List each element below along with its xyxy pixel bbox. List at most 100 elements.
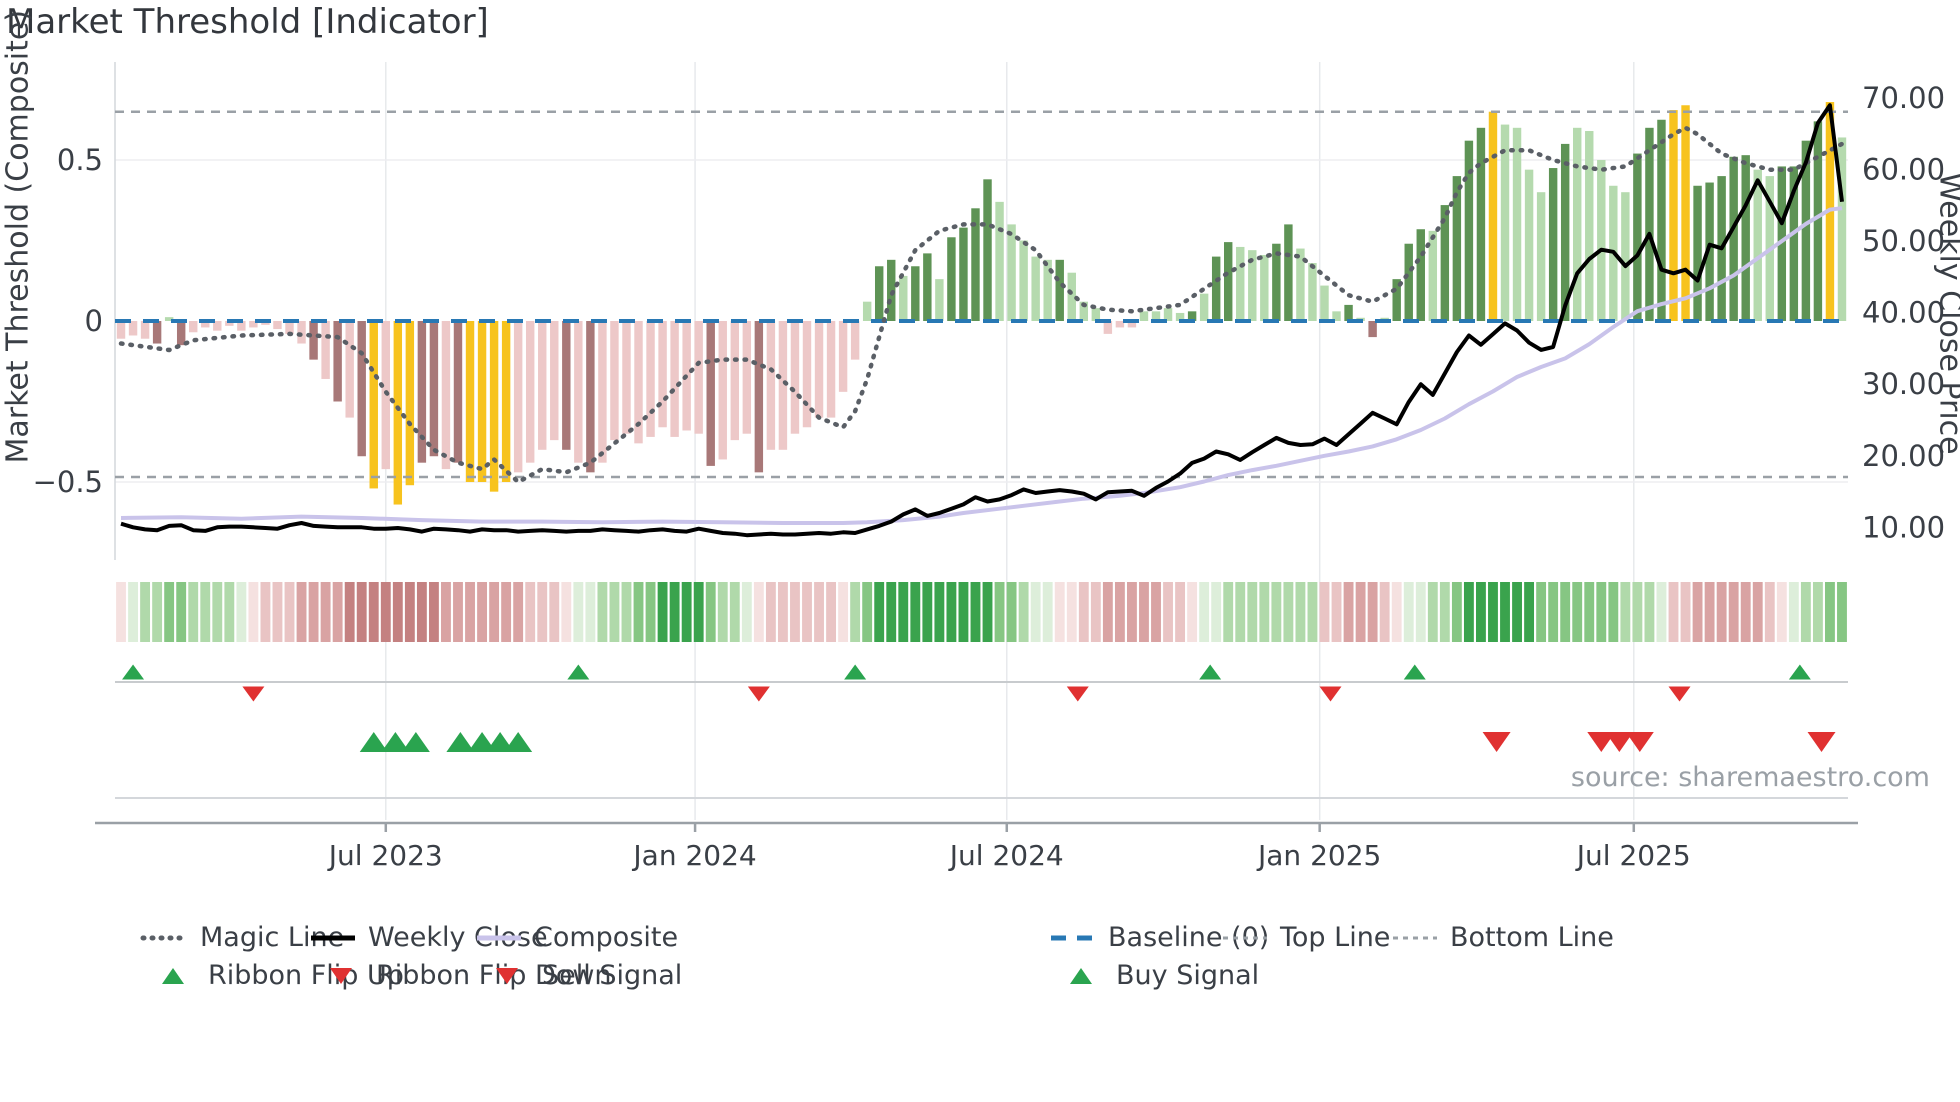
threshold-bar [405,321,415,486]
x-tick-label: Jan 2024 [631,839,756,872]
heatmap-cell [1102,582,1113,642]
weekly-close-line [120,103,1844,538]
dotted-gray-icon [140,935,190,940]
heatmap-cell [416,582,427,642]
threshold-bar [911,266,920,321]
legend-label: Ribbon Flip Up [208,960,404,991]
heatmap-cell [886,582,897,642]
threshold-bar [1729,156,1738,321]
heatmap-cell [1283,582,1294,642]
left-axis-label: Market Threshold (Composite) [0,9,36,464]
heatmap-cell [1319,582,1330,642]
right-tick-label: 70.00 [1862,81,1945,115]
threshold-bar [1560,143,1570,321]
heatmap-cell [633,582,644,642]
heatmap-cell [946,582,957,642]
threshold-bar [164,317,174,321]
threshold-bar [1236,246,1245,321]
threshold-bar [189,321,198,333]
heatmap-cell [705,582,716,642]
threshold-bar [285,321,294,334]
heatmap-cell [188,582,199,642]
composite-line [120,206,1843,525]
heatmap-cell [826,582,837,642]
threshold-bar [1464,140,1474,321]
heatmap-cell [501,582,512,642]
dash-gray-icon [1393,936,1437,939]
ribbon-flip-up-marker [1788,664,1811,680]
heatmap-cell [1163,582,1173,642]
threshold-bar [1789,166,1799,321]
source-note: source: sharemaestro.com [1570,762,1930,793]
legend-label: Top Line [1280,922,1391,953]
x-tick-label: Jan 2025 [1256,839,1381,872]
threshold-bar [1657,119,1666,321]
right-tick-label: 50.00 [1862,224,1945,258]
legend-item-magic-line: Magic Line [140,922,344,953]
heatmap-cell [850,582,861,642]
threshold-bar [1199,293,1209,321]
buy-signal-marker [486,732,515,752]
right-tick-label: 20.00 [1862,439,1945,473]
legend-item-sell-signal: Sell Signal [482,960,682,991]
threshold-bar [1428,230,1438,321]
heatmap-cell [777,582,788,642]
heatmap-cell [1295,582,1306,642]
threshold-bar [1753,169,1762,321]
ribbon-flip-down-marker [1668,686,1691,702]
threshold-bar [1693,185,1702,321]
heatmap-cell [1620,582,1631,642]
threshold-bar [1332,311,1341,321]
threshold-bar [766,321,776,450]
threshold-bar [513,321,523,473]
heatmap-cell [621,582,632,642]
heatmap-cell [753,582,764,642]
threshold-bar [1248,250,1257,321]
heatmap-cell [1066,582,1077,642]
threshold-bar [465,321,475,482]
threshold-bar [935,279,944,321]
solid-lavender-icon [477,935,521,940]
heatmap-cell [1030,582,1041,642]
threshold-bar [1681,105,1690,321]
threshold-bar [1175,312,1185,321]
threshold-bar [1019,240,1028,321]
heatmap-cell [1018,582,1029,642]
threshold-bar [814,321,824,418]
legend-item-baseline: Baseline (0) [1048,922,1269,953]
heatmap-cell [1728,582,1739,642]
threshold-bar [598,321,607,463]
threshold-bar [838,321,848,392]
threshold-bar [1115,321,1125,328]
threshold-bar [1223,242,1233,321]
heatmap-cell [1548,582,1559,642]
legend-item-ribbon-flip-down: Ribbon Flip Down [316,960,612,991]
ribbon-flip-up-marker [122,664,145,680]
heatmap-cell [1235,582,1246,642]
heatmap-cell [1139,582,1149,642]
heatmap-cell [1391,582,1402,642]
heatmap-cell [513,582,524,642]
threshold-bar [1573,127,1582,321]
threshold-bar [658,321,667,428]
threshold-bar [1621,192,1630,321]
heatmap-cell [1090,582,1101,642]
threshold-bar [1452,176,1462,321]
buy-signal-marker [401,732,430,752]
heatmap-cell [332,582,343,642]
heatmap-cell [1151,582,1161,642]
magic-line [118,125,1845,485]
heatmap-cell [116,582,126,642]
threshold-bar [1163,308,1173,321]
heatmap-cell [1740,582,1751,642]
legend-label: Composite [534,922,679,953]
heatmap-cell [1776,582,1787,642]
threshold-bar [116,321,126,339]
heatmap-cell [1403,582,1414,642]
threshold-bar [586,321,595,473]
heatmap-cell [1054,582,1065,642]
x-tick-label: Jul 2025 [1575,839,1691,872]
threshold-bar [1308,263,1317,321]
